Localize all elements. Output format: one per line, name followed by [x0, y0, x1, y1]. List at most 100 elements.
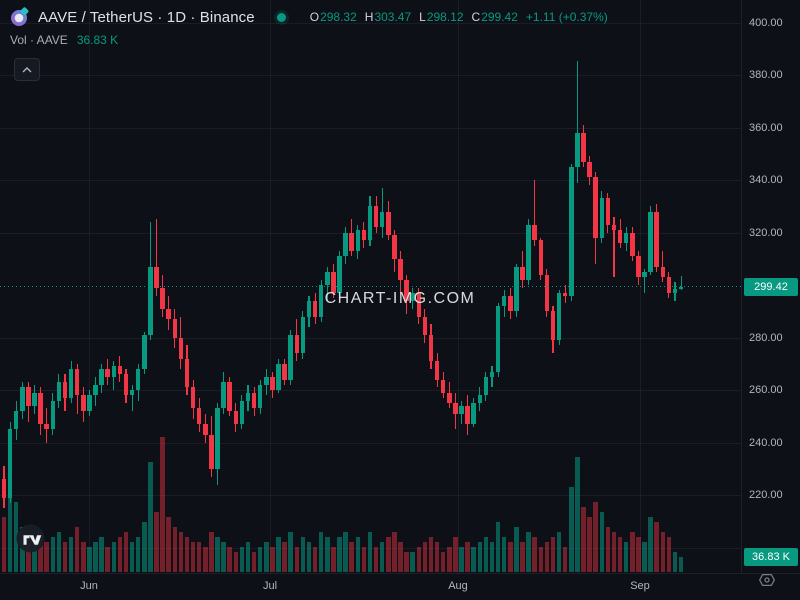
axis-settings-icon[interactable]	[758, 572, 776, 593]
candle-body	[514, 266, 519, 312]
volume-bar	[276, 536, 281, 572]
candle-body	[20, 387, 25, 411]
high-value: 303.47	[374, 10, 412, 24]
candle-body	[203, 424, 208, 435]
candle-body	[447, 392, 452, 404]
candle-body	[166, 308, 171, 320]
candle-body	[471, 403, 476, 425]
volume-bar	[93, 541, 98, 572]
volume-bar	[337, 536, 342, 572]
grid-line-horizontal	[0, 390, 741, 391]
candle-body	[605, 198, 611, 225]
current-price-badge: 299.42	[744, 277, 798, 296]
candle-body	[105, 369, 110, 377]
volume-bar	[434, 541, 440, 572]
candle-body	[276, 363, 281, 390]
symbol-title[interactable]: AAVE / TetherUS · 1D · Binance	[38, 8, 255, 26]
volume-bar	[581, 506, 586, 572]
candle-body	[294, 334, 300, 354]
volume-bar	[398, 541, 403, 572]
volume-bar	[215, 536, 220, 572]
volume-bar	[660, 532, 666, 572]
candle-body	[288, 334, 293, 380]
volume-bar	[355, 536, 361, 572]
grid-line-horizontal	[0, 75, 741, 76]
volume-value: 36.83 K	[76, 33, 119, 47]
volume-bar	[203, 547, 208, 572]
volume-bar	[654, 521, 659, 572]
candle-body	[251, 392, 257, 409]
candle-body	[154, 266, 159, 288]
candle-body	[410, 292, 415, 301]
candle-body	[373, 206, 379, 228]
candle-body	[495, 306, 501, 372]
candle-body	[74, 369, 80, 396]
candle-body	[196, 408, 202, 425]
candle-body	[270, 376, 275, 390]
volume-bar	[257, 547, 263, 572]
volume-bar	[617, 536, 623, 572]
candle-body	[68, 369, 74, 398]
candle-body	[617, 229, 623, 243]
tradingview-logo-icon[interactable]	[16, 524, 45, 558]
candle-body	[306, 300, 312, 317]
volume-bar	[587, 517, 592, 572]
volume-bar	[44, 541, 49, 572]
candle-body	[532, 224, 537, 241]
candle-body	[404, 279, 409, 301]
axis-corner	[741, 573, 800, 600]
ohlc-values: O 298.32 H 303.47 L 298.12 C 299.42 +1.11 (+…	[302, 10, 608, 24]
candle-body	[538, 240, 544, 275]
candle-body	[26, 387, 31, 406]
volume-bar	[630, 532, 635, 572]
candle-body	[1, 479, 7, 498]
price-axis-label: 360.00	[749, 121, 783, 134]
volume-bar	[282, 541, 287, 572]
volume-bar	[538, 547, 544, 572]
volume-bar	[453, 536, 458, 572]
collapse-pane-button[interactable]	[14, 58, 40, 81]
volume-bar	[172, 527, 178, 572]
volume-bar	[245, 541, 251, 572]
price-axis[interactable]: 299.42 36.83 K 400.00 380.00 360.00 340.00 3…	[741, 0, 800, 573]
candle-body	[148, 266, 153, 335]
volume-bar	[99, 536, 104, 572]
candle-body	[672, 289, 678, 293]
volume-bar	[550, 536, 556, 572]
volume-bar	[135, 536, 141, 572]
volume-bar	[239, 547, 245, 572]
volume-bar	[87, 547, 92, 572]
volume-bar	[367, 532, 373, 572]
candle-body	[581, 132, 586, 162]
volume-bar	[672, 552, 678, 572]
candle-body	[587, 161, 592, 178]
price-axis-label: 320.00	[749, 226, 783, 239]
volume-bar	[196, 541, 202, 572]
price-axis-label: 220.00	[749, 489, 783, 501]
low-label: L	[419, 10, 426, 24]
candle-body	[508, 295, 513, 312]
low-value: 298.12	[426, 10, 464, 24]
candle-body	[282, 363, 287, 380]
candle-body	[312, 300, 318, 317]
candle-body	[599, 198, 605, 238]
volume-bar	[166, 517, 171, 572]
legend-row: AAVE / TetherUS · 1D · Binance O 298.32 H…	[10, 6, 608, 28]
volume-bar	[532, 536, 537, 572]
candle-body	[245, 392, 251, 401]
candle-body	[434, 361, 440, 380]
candle-body	[343, 232, 348, 257]
current-volume-badge: 36.83 K	[744, 547, 798, 566]
volume-bar	[312, 547, 318, 572]
time-axis-label: Jul	[262, 580, 278, 592]
grid-line-horizontal	[0, 127, 741, 129]
candle-body	[331, 271, 336, 293]
time-axis[interactable]: Jun Jul Aug Sep	[0, 573, 741, 600]
volume-bar	[26, 536, 31, 572]
volume-bar	[495, 521, 501, 572]
candle-body	[318, 285, 324, 317]
candle-body	[569, 166, 574, 296]
candle-body	[422, 316, 428, 335]
chart-plot-area[interactable]: CHART-IMG.COM	[0, 0, 741, 573]
candle-body	[648, 211, 653, 272]
